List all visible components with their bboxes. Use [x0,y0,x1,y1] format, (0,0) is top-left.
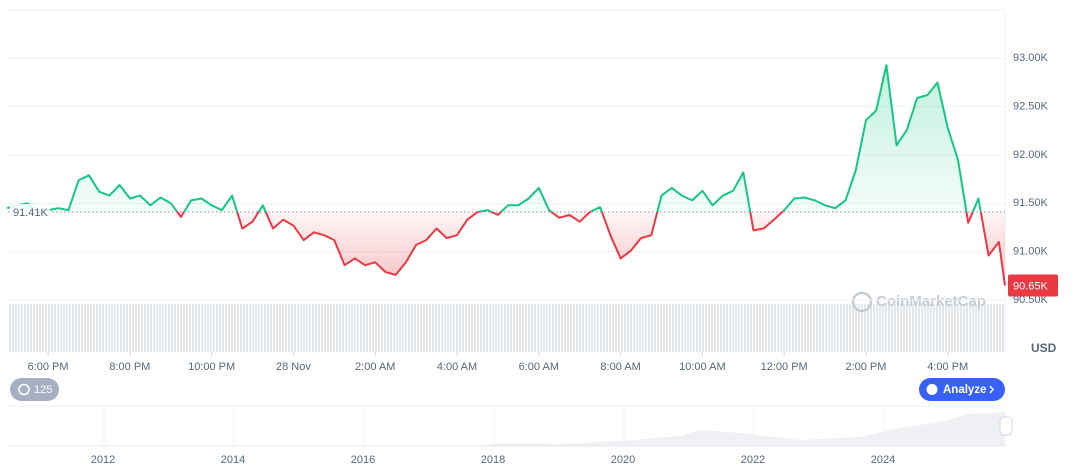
navigator-label: 2020 [611,454,635,466]
y-tick-label: 91.50K [1013,197,1049,209]
history-count: 125 [34,384,52,396]
y-tick-label: 92.00K [1013,149,1049,161]
y-tick-label: 90.50K [1013,294,1049,306]
navigator-label: 2012 [91,454,115,466]
navigator-labels: 2012 2014 2016 2018 2020 2022 2024 [91,406,895,466]
x-tick-label: 6:00 AM [519,361,559,373]
navigator-area [8,412,1005,446]
baseline-label: 91.41K [13,207,49,219]
y-unit: USD [1031,341,1057,355]
navigator-label: 2018 [481,454,505,466]
analyze-button[interactable]: Analyze [919,378,1005,401]
analyze-label: Analyze [943,384,986,396]
watermark-text: CoinMarketCap [876,293,986,310]
y-tick-label: 93.00K [1013,52,1049,64]
volume-bars [8,304,1005,352]
x-tick-label: 28 Nov [276,361,311,373]
x-tick-label: 6:00 PM [28,361,69,373]
x-tick-label: 10:00 PM [188,361,235,373]
y-tick-label: 92.50K [1013,101,1049,113]
x-tick-label: 2:00 AM [355,361,395,373]
area [7,65,1005,286]
x-tick-label: 8:00 PM [109,361,150,373]
watermark: CoinMarketCap [851,291,986,313]
x-tick-label: 10:00 AM [679,361,725,373]
current-price-tag [1008,274,1058,297]
navigator-label: 2024 [871,454,895,466]
x-tick-label: 4:00 AM [437,361,477,373]
x-tick-label: 8:00 AM [600,361,640,373]
history-button[interactable]: 125 [10,378,59,401]
current-price-label: 90.65K [1013,280,1049,292]
y-tick-label: 91.00K [1013,246,1049,258]
x-tick-label: 12:00 PM [761,361,808,373]
navigator-label: 2014 [221,454,245,466]
baseline-label-bg [10,204,50,221]
x-tick-label: 4:00 PM [927,361,968,373]
navigator-label: 2016 [351,454,375,466]
navigator-handle[interactable] [999,416,1013,436]
x-tick-label: 2:00 PM [845,361,886,373]
price-line [6,64,1006,286]
navigator-label: 2022 [741,454,765,466]
